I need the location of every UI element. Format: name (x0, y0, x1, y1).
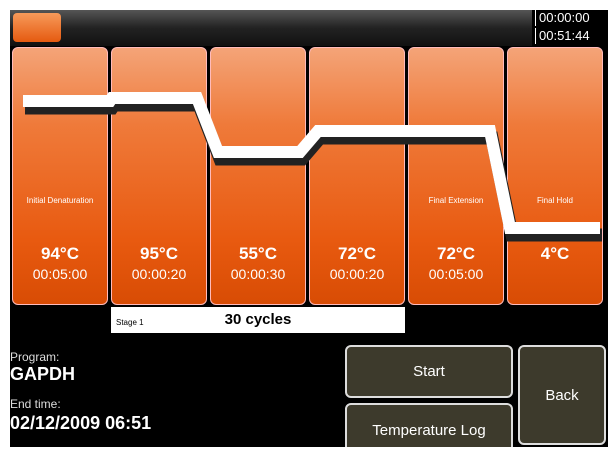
cycles: 30 cycles (111, 311, 405, 328)
program-name: GAPDH (10, 364, 75, 385)
temperature-profile (10, 10, 608, 310)
temperature-log-button[interactable]: Temperature Log (345, 403, 513, 447)
back-button[interactable]: Back (518, 345, 606, 445)
profile-shadow (25, 105, 602, 235)
stage-box: Stage 1 30 cycles (111, 307, 405, 333)
profile-line (23, 98, 600, 228)
end-time-label: End time: (10, 397, 61, 411)
program-label: Program: (10, 350, 59, 364)
page: 00:00:00 00:51:44 Initial Denaturation94… (0, 0, 613, 451)
end-time: 02/12/2009 06:51 (10, 413, 151, 434)
start-button[interactable]: Start (345, 345, 513, 398)
